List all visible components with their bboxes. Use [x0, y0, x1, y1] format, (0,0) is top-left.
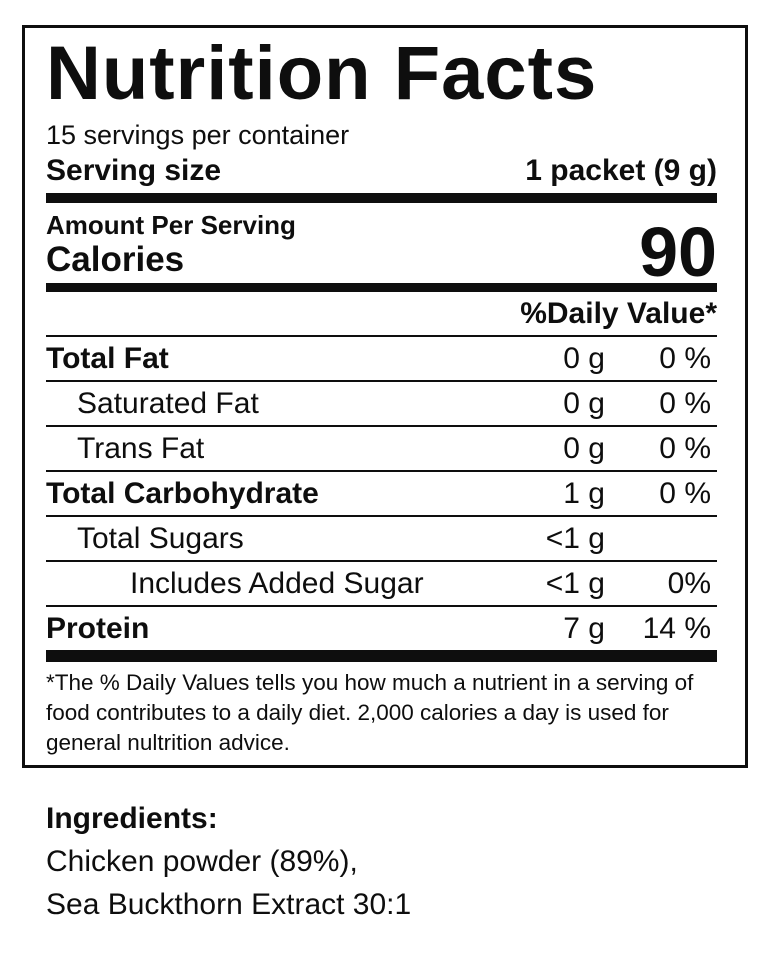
nutrient-daily-value: 0 % — [659, 477, 711, 511]
daily-value-footnote: *The % Daily Values tells you how much a… — [46, 670, 694, 756]
nutrient-amount: 0 g — [563, 387, 605, 421]
calories-label: Calories — [46, 240, 185, 280]
serving-size-label: Serving size — [46, 154, 222, 188]
nutrient-amount: <1 g — [545, 567, 605, 601]
nutrient-daily-value: 0 % — [659, 387, 711, 421]
thin-divider — [46, 515, 717, 518]
nutrient-row-total-fat: Total Fat 0 g 0 % — [46, 337, 717, 380]
thin-divider — [46, 470, 717, 473]
nutrient-row-protein: Protein 7 g 14 % — [46, 607, 717, 650]
serving-size-row: Serving size 1 packet (9 g) — [46, 154, 717, 188]
thick-divider — [46, 193, 717, 204]
nutrient-row-trans-fat: Trans Fat 0 g 0 % — [46, 427, 717, 470]
daily-value-header: %Daily Value* — [520, 297, 717, 331]
nutrient-amount: 0 g — [563, 432, 605, 466]
nutrient-name: Protein — [46, 612, 150, 646]
amount-per-serving-label: Amount Per Serving — [46, 210, 296, 241]
nutrient-name: Includes Added Sugar — [130, 567, 424, 601]
nutrient-name: Saturated Fat — [77, 387, 259, 421]
nutrient-daily-value: 0% — [667, 567, 711, 601]
nutrient-name: Trans Fat — [77, 432, 205, 466]
thin-divider — [46, 380, 717, 383]
nutrient-daily-value: 14 % — [642, 612, 711, 646]
nutrient-amount: 7 g — [563, 612, 605, 646]
nutrient-amount: <1 g — [545, 522, 605, 556]
nutrient-name: Total Fat — [46, 342, 169, 376]
nutrient-daily-value: 0 % — [659, 432, 711, 466]
thick-divider — [46, 283, 717, 293]
thin-divider — [46, 605, 717, 608]
nutrient-name: Total Sugars — [77, 522, 244, 556]
servings-per-container: 15 servings per container — [46, 120, 350, 151]
nutrient-daily-value: 0 % — [659, 342, 711, 376]
thick-divider — [46, 650, 717, 663]
calories-left-column: Amount Per Serving Calories — [46, 211, 296, 279]
calories-block: Amount Per Serving Calories 90 — [46, 211, 717, 291]
label-title: Nutrition Facts — [46, 31, 598, 116]
nutrient-amount: 0 g — [563, 342, 605, 376]
calories-value: 90 — [639, 212, 717, 291]
nutrient-amount: 1 g — [563, 477, 605, 511]
nutrient-row-total-sugars: Total Sugars <1 g — [46, 517, 717, 560]
ingredients-heading: Ingredients: — [46, 802, 218, 835]
nutrient-row-saturated-fat: Saturated Fat 0 g 0 % — [46, 382, 717, 425]
ingredients-section: Ingredients: Chicken powder (89%), Sea B… — [46, 797, 411, 926]
nutrition-facts-label: Nutrition Facts 15 servings per containe… — [22, 25, 748, 768]
ingredient-line: Sea Buckthorn Extract 30:1 — [46, 888, 412, 921]
thin-divider — [46, 560, 717, 563]
nutrient-row-added-sugar: Includes Added Sugar <1 g 0% — [46, 562, 717, 605]
serving-size-value: 1 packet (9 g) — [525, 154, 717, 188]
nutrient-row-total-carbohydrate: Total Carbohydrate 1 g 0 % — [46, 472, 717, 515]
thin-divider — [46, 425, 717, 428]
thin-divider — [46, 335, 717, 338]
nutrient-name: Total Carbohydrate — [46, 477, 319, 511]
ingredient-line: Chicken powder (89%), — [46, 845, 358, 878]
